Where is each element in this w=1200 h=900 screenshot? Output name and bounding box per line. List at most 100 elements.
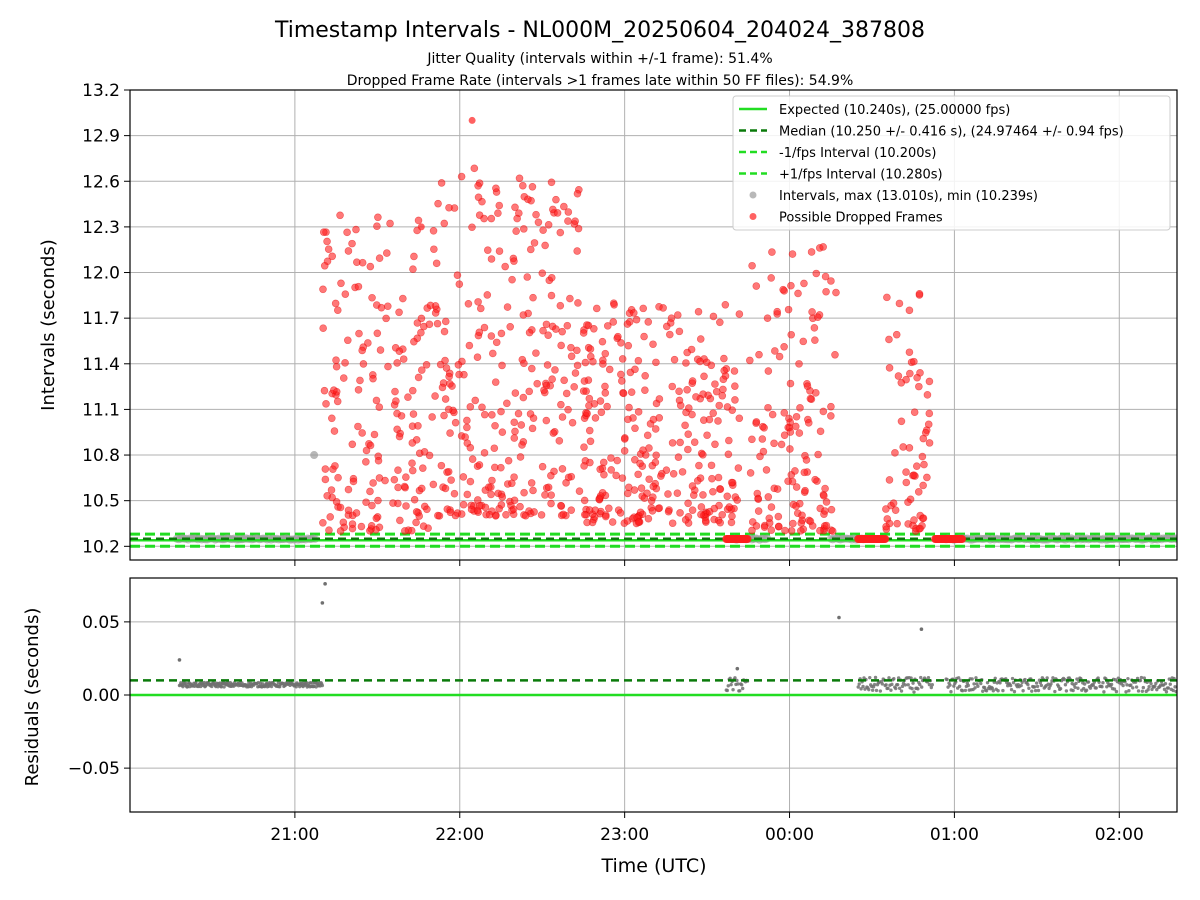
- top-y-tick-label: 10.2: [82, 537, 120, 557]
- dropped-frame-point: [367, 521, 376, 530]
- dropped-frame-point: [735, 414, 744, 423]
- dropped-frame-point: [466, 403, 475, 411]
- dropped-frame-point: [770, 439, 778, 448]
- dropped-frame-point: [777, 440, 786, 449]
- dropped-frame-point: [375, 403, 384, 411]
- dropped-frame-point: [377, 303, 386, 312]
- dropped-frame-point: [796, 404, 804, 412]
- residual-point: [1008, 683, 1013, 688]
- residual-point: [976, 684, 980, 689]
- residual-point: [892, 677, 896, 681]
- dropped-frame-point: [821, 507, 829, 515]
- dropped-frame-point: [429, 227, 438, 235]
- dropped-frame-point: [630, 309, 638, 317]
- dropped-frame-point: [709, 409, 718, 418]
- dropped-frame-point: [558, 413, 567, 421]
- dropped-frame-point: [352, 225, 360, 234]
- residual-outlier-point: [323, 582, 327, 586]
- dropped-frame-point: [358, 429, 366, 437]
- dropped-frame-point: [521, 511, 530, 520]
- residual-point: [1011, 680, 1016, 685]
- dropped-frame-point: [791, 422, 800, 431]
- dropped-frame-point: [676, 401, 685, 410]
- residual-point: [1074, 681, 1078, 686]
- residual-outlier-point: [919, 627, 924, 631]
- residual-point: [269, 684, 274, 689]
- residual-point: [729, 682, 733, 687]
- dropped-frame-point: [925, 377, 934, 386]
- dropped-frame-point: [491, 421, 499, 430]
- dropped-frame-point: [906, 369, 914, 378]
- top-y-tick-label: 11.7: [82, 309, 120, 329]
- dropped-frame-point: [919, 481, 927, 490]
- residual-point: [859, 687, 863, 691]
- dropped-frame-point: [488, 476, 496, 485]
- dropped-frame-point: [616, 509, 625, 517]
- dropped-frame-point: [673, 311, 682, 319]
- dropped-frame-point: [828, 527, 837, 535]
- dropped-frame-point: [395, 432, 404, 441]
- dropped-frame-point: [506, 322, 515, 331]
- dropped-frame-point: [368, 501, 376, 510]
- dropped-frame-point: [495, 201, 504, 210]
- dropped-frame-point: [513, 214, 521, 223]
- dropped-frame-point: [567, 506, 576, 514]
- intervals-data: [130, 116, 1177, 548]
- chart-subtitle-jitter: Jitter Quality (intervals within +/-1 fr…: [426, 51, 772, 67]
- dropped-frame-point: [410, 337, 418, 346]
- dropped-frame-point: [510, 496, 519, 505]
- dropped-frame-point: [915, 382, 923, 391]
- residual-point: [725, 688, 729, 693]
- dropped-frame-point: [699, 450, 707, 459]
- residual-point: [918, 682, 922, 687]
- dropped-frame-point: [784, 305, 793, 314]
- dropped-frame-point: [466, 477, 475, 486]
- dropped-frame-point: [560, 202, 568, 211]
- dropped-frame-point: [473, 353, 482, 362]
- dropped-frame-point: [794, 289, 802, 298]
- dropped-frame-point: [767, 274, 775, 282]
- dropped-frame-point: [832, 288, 840, 297]
- dropped-frame-point: [519, 311, 528, 319]
- dropped-frame-point: [702, 358, 711, 367]
- dropped-frame-point: [532, 349, 540, 357]
- dropped-frame-point: [523, 273, 532, 281]
- dropped-frame-point: [652, 358, 660, 367]
- dropped-frame-point: [645, 475, 653, 484]
- dropped-frame-point: [373, 222, 381, 231]
- dropped-frame-point: [570, 383, 578, 391]
- dropped-frame-point: [331, 462, 339, 470]
- residual-point: [861, 684, 865, 689]
- residual-point: [911, 681, 915, 685]
- residual-point: [972, 682, 976, 686]
- dropped-frame-point: [510, 418, 519, 427]
- residual-point: [1063, 683, 1068, 687]
- dropped-frame-point: [716, 318, 724, 327]
- dropped-frame-point: [721, 300, 730, 309]
- dropped-frame-point: [693, 477, 702, 485]
- dropped-frame-point: [336, 503, 345, 512]
- dropped-frame-point: [889, 499, 898, 507]
- dropped-frame-point: [490, 444, 499, 453]
- dropped-frame-point: [811, 475, 819, 484]
- residual-point: [1094, 686, 1098, 690]
- dropped-frame-point: [699, 491, 707, 499]
- dropped-frame-point: [674, 453, 683, 461]
- residual-point: [736, 682, 740, 686]
- dropped-frame-point: [344, 247, 353, 255]
- dropped-frame-point: [573, 247, 581, 255]
- dropped-frame-point: [601, 382, 609, 391]
- dropped-frame-point: [437, 179, 446, 187]
- dropped-frame-point: [919, 514, 928, 522]
- dropped-frame-point: [334, 473, 342, 482]
- dropped-frame-point: [544, 331, 552, 340]
- dropped-frame-point: [495, 247, 504, 255]
- dropped-frame-point: [503, 399, 511, 408]
- dropped-frame-point: [716, 485, 725, 493]
- dropped-frame-point: [344, 506, 353, 515]
- dropped-frame-point: [763, 314, 772, 322]
- residual-point: [899, 689, 904, 693]
- dropped-frame-point: [465, 341, 474, 350]
- x-tick-label: 02:00: [1095, 825, 1144, 845]
